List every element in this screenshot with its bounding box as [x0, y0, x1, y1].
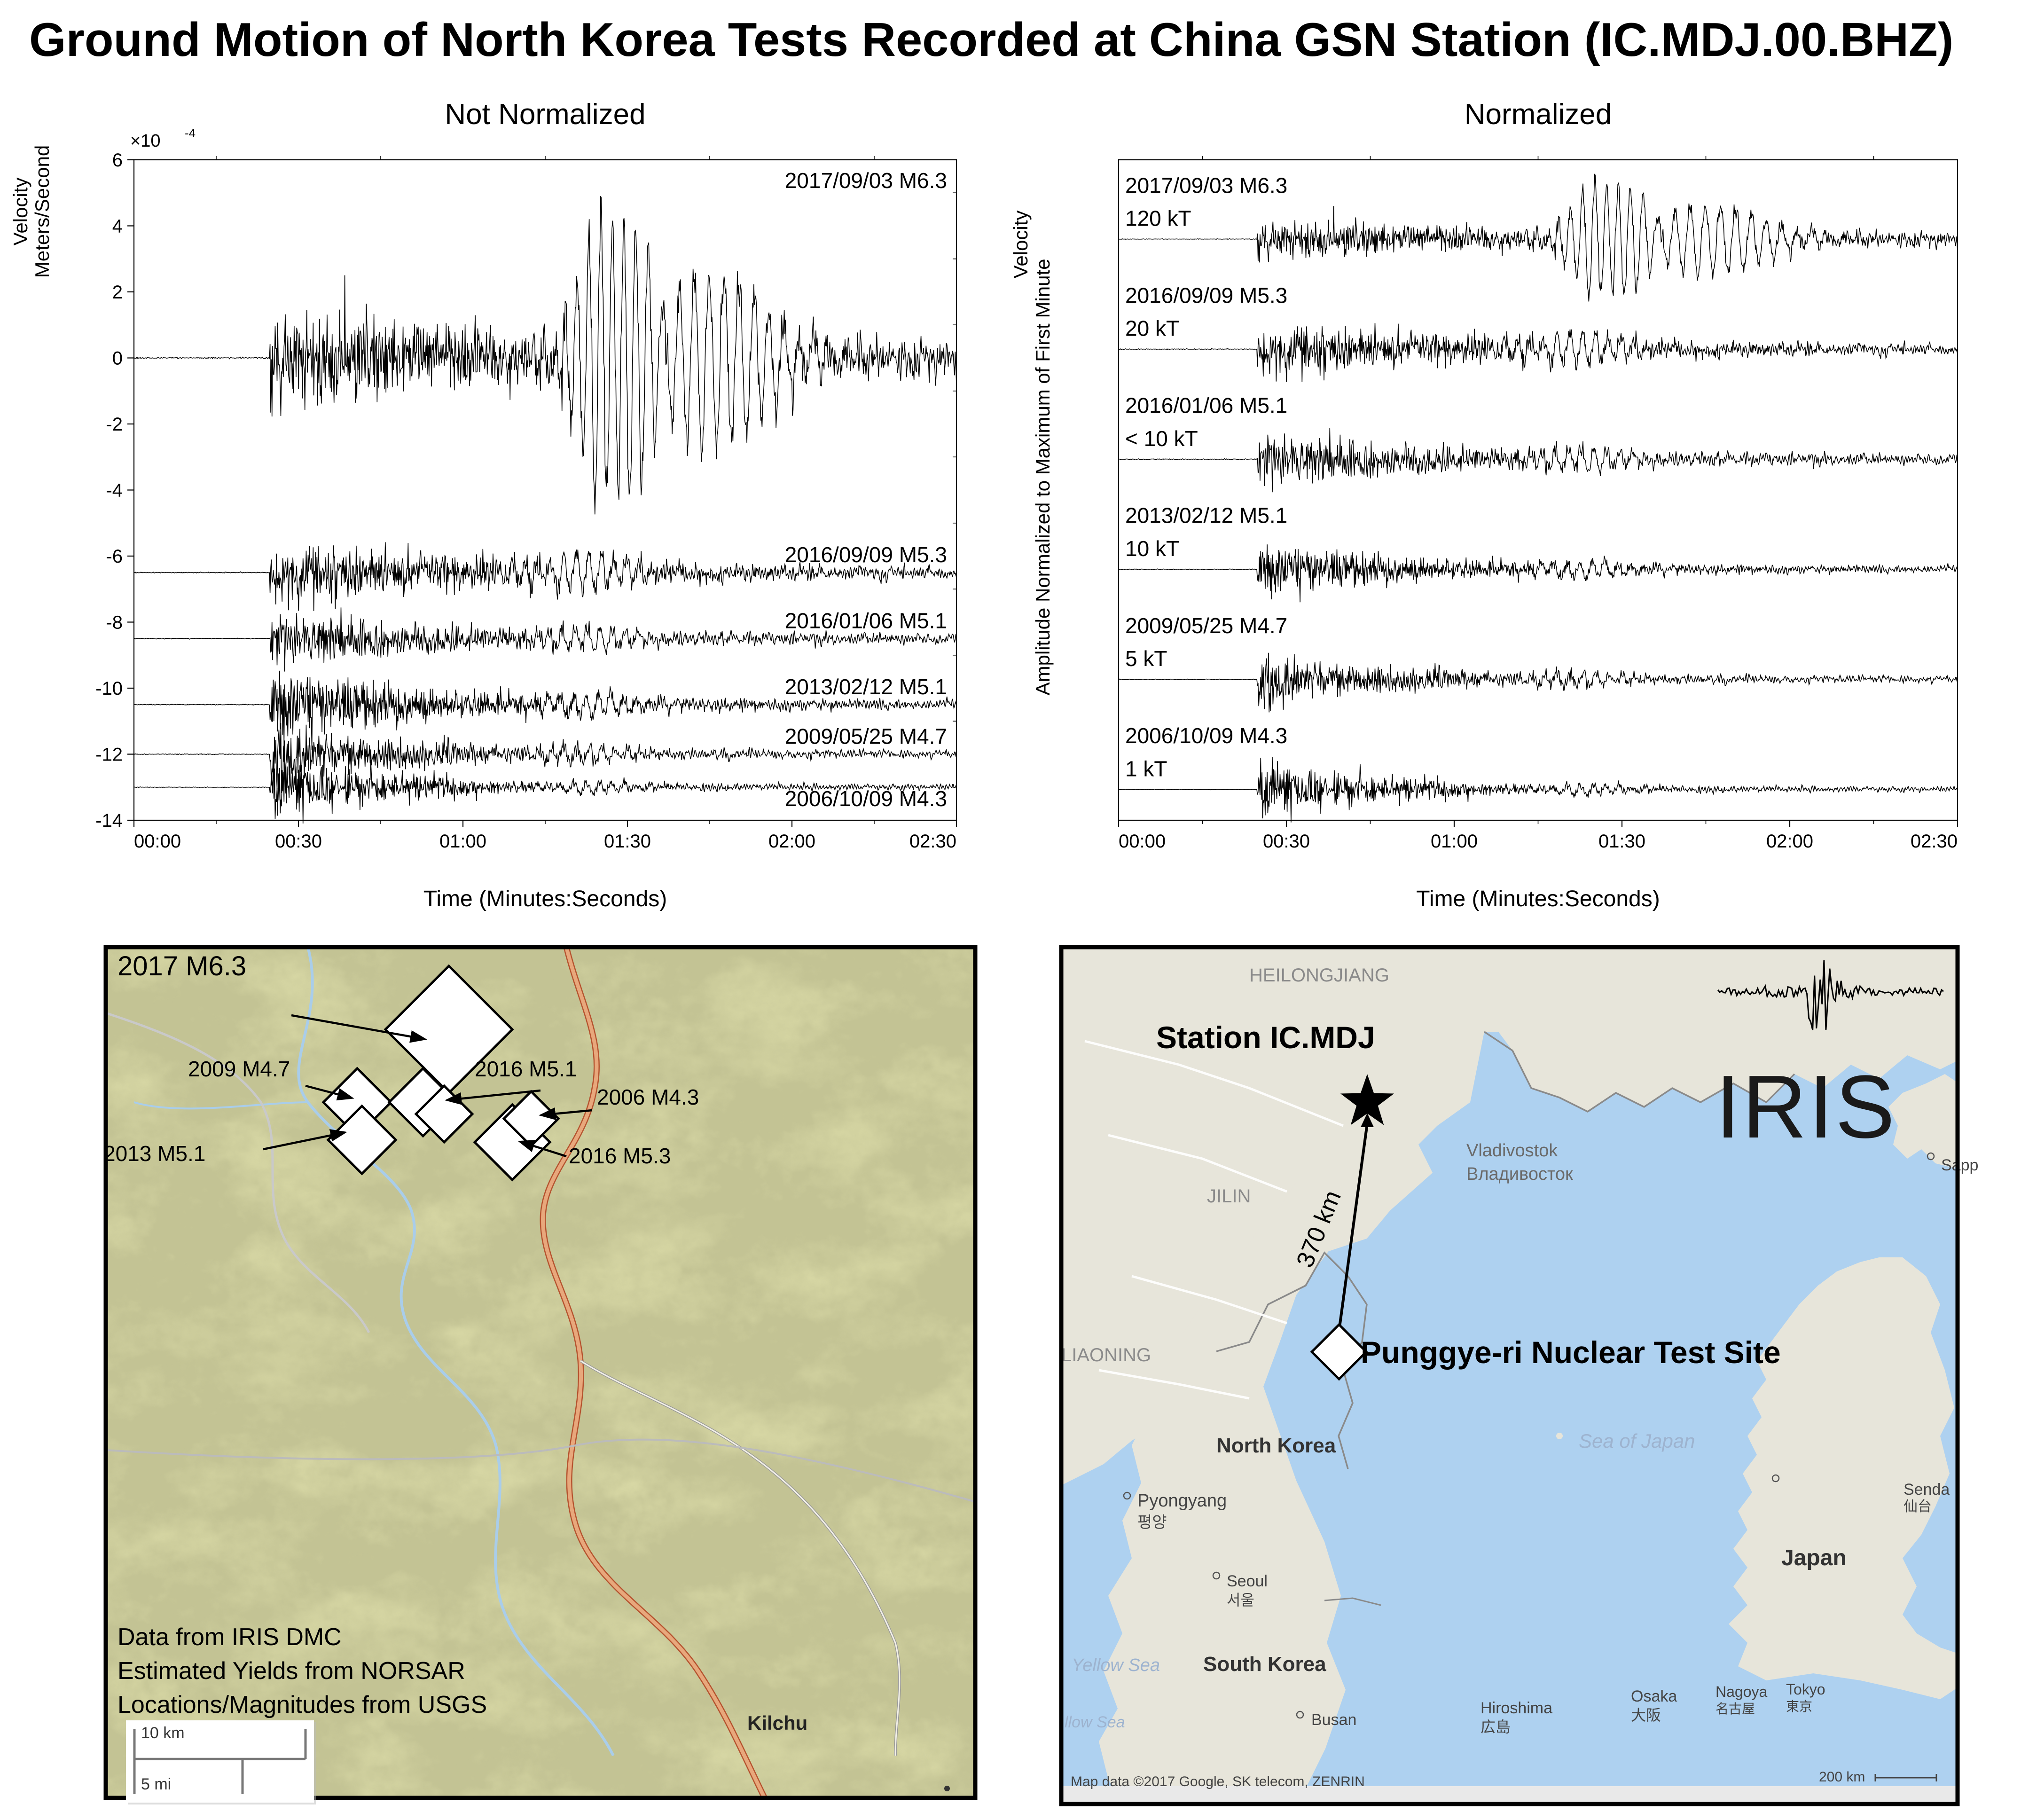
- svg-text:2013 M5.1: 2013 M5.1: [103, 1141, 205, 1166]
- svg-text:01:00: 01:00: [1431, 831, 1478, 852]
- svg-text:02:00: 02:00: [768, 831, 815, 852]
- svg-text:Japan: Japan: [1781, 1545, 1847, 1570]
- svg-text:Osaka: Osaka: [1631, 1687, 1677, 1705]
- svg-text:2: 2: [112, 282, 123, 303]
- svg-text:2009 M4.7: 2009 M4.7: [188, 1057, 290, 1081]
- svg-text:10 kT: 10 kT: [1125, 536, 1179, 561]
- svg-text:Estimated Yields from NORSAR: Estimated Yields from NORSAR: [118, 1657, 465, 1685]
- svg-text:2006/10/09 M4.3: 2006/10/09 M4.3: [1125, 723, 1287, 748]
- svg-text:2016 M5.1: 2016 M5.1: [475, 1057, 577, 1081]
- svg-text:IRIS: IRIS: [1716, 1057, 1897, 1157]
- svg-text:大阪: 大阪: [1631, 1707, 1661, 1724]
- svg-text:Hiroshima: Hiroshima: [1480, 1699, 1552, 1717]
- svg-text:South Korea: South Korea: [1203, 1653, 1326, 1676]
- svg-text:Station IC.MDJ: Station IC.MDJ: [1156, 1020, 1375, 1055]
- svg-text:広島: 広島: [1480, 1718, 1511, 1735]
- svg-text:02:00: 02:00: [1766, 831, 1813, 852]
- svg-text:Map data ©2017 Google, SK tele: Map data ©2017 Google, SK telecom, ZENRI…: [1071, 1774, 1365, 1789]
- svg-text:2013/02/12 M5.1: 2013/02/12 M5.1: [1125, 503, 1287, 528]
- svg-text:2017/09/03 M6.3: 2017/09/03 M6.3: [785, 168, 947, 193]
- svg-text:10 km: 10 km: [141, 1724, 185, 1742]
- svg-text:Tokyo: Tokyo: [1786, 1681, 1825, 1698]
- svg-text:名古屋: 名古屋: [1716, 1702, 1755, 1716]
- svg-text:00:30: 00:30: [1263, 831, 1310, 852]
- svg-text:-8: -8: [106, 612, 123, 633]
- svg-text:2009/05/25 M4.7: 2009/05/25 M4.7: [785, 724, 947, 749]
- svg-text:-6: -6: [106, 546, 123, 567]
- svg-text:-12: -12: [95, 745, 123, 765]
- svg-text:01:30: 01:30: [1598, 831, 1645, 852]
- svg-text:2013/02/12 M5.1: 2013/02/12 M5.1: [785, 675, 947, 699]
- svg-text:01:00: 01:00: [439, 831, 486, 852]
- svg-text:00:30: 00:30: [275, 831, 322, 852]
- svg-text:2016/01/06 M5.1: 2016/01/06 M5.1: [785, 609, 947, 633]
- svg-text:×10: ×10: [130, 131, 160, 151]
- svg-text:Busan: Busan: [1311, 1711, 1356, 1729]
- svg-text:< 10 kT: < 10 kT: [1125, 426, 1198, 451]
- svg-text:North Korea: North Korea: [1216, 1434, 1336, 1457]
- svg-text:Punggye-ri Nuclear Test Site: Punggye-ri Nuclear Test Site: [1361, 1335, 1781, 1370]
- svg-text:Seoul: Seoul: [1227, 1572, 1268, 1590]
- svg-text:0: 0: [112, 348, 123, 369]
- svg-text:평양: 평양: [1137, 1514, 1167, 1531]
- svg-text:Kilchu: Kilchu: [747, 1712, 807, 1734]
- svg-text:02:30: 02:30: [909, 831, 956, 852]
- svg-text:2016/09/09 M5.3: 2016/09/09 M5.3: [785, 542, 947, 567]
- svg-text:llow Sea: llow Sea: [1065, 1713, 1125, 1731]
- svg-text:Yellow Sea: Yellow Sea: [1072, 1655, 1160, 1675]
- svg-text:1 kT: 1 kT: [1125, 756, 1167, 781]
- svg-text:2016/01/06 M5.1: 2016/01/06 M5.1: [1125, 393, 1287, 418]
- svg-text:Владивосток: Владивосток: [1466, 1164, 1573, 1184]
- svg-text:2006/10/09 M4.3: 2006/10/09 M4.3: [785, 786, 947, 811]
- svg-text:HEILONGJIANG: HEILONGJIANG: [1249, 965, 1389, 986]
- svg-text:Senda: Senda: [1904, 1481, 1950, 1498]
- svg-text:2016/09/09 M5.3: 2016/09/09 M5.3: [1125, 283, 1287, 307]
- svg-text:2009/05/25 M4.7: 2009/05/25 M4.7: [1125, 613, 1287, 638]
- svg-text:-14: -14: [95, 810, 123, 831]
- svg-text:-4: -4: [106, 480, 123, 501]
- svg-text:200 km: 200 km: [1819, 1769, 1865, 1785]
- svg-text:Sapp: Sapp: [1941, 1156, 1978, 1174]
- svg-text:5 mi: 5 mi: [141, 1775, 171, 1793]
- svg-text:4: 4: [112, 216, 123, 237]
- svg-text:Pyongyang: Pyongyang: [1137, 1491, 1227, 1511]
- svg-text:-2: -2: [106, 414, 123, 435]
- svg-text:00:00: 00:00: [1119, 831, 1166, 852]
- svg-text:2017 M6.3: 2017 M6.3: [118, 951, 246, 981]
- svg-text:JILIN: JILIN: [1207, 1186, 1251, 1207]
- svg-text:01:30: 01:30: [604, 831, 651, 852]
- svg-text:-4: -4: [185, 126, 196, 140]
- svg-text:東京: 東京: [1786, 1699, 1812, 1714]
- svg-text:Vladivostok: Vladivostok: [1466, 1141, 1558, 1161]
- svg-text:6: 6: [112, 150, 123, 171]
- svg-text:서울: 서울: [1227, 1592, 1254, 1608]
- svg-text:2016 M5.3: 2016 M5.3: [569, 1144, 671, 1168]
- svg-text:Data from IRIS DMC: Data from IRIS DMC: [118, 1624, 342, 1651]
- svg-text:-10: -10: [95, 678, 123, 699]
- svg-text:LIAONING: LIAONING: [1061, 1345, 1151, 1365]
- svg-text:02:30: 02:30: [1911, 831, 1958, 852]
- svg-text:00:00: 00:00: [134, 831, 181, 852]
- svg-text:20 kT: 20 kT: [1125, 316, 1179, 341]
- svg-text:5 kT: 5 kT: [1125, 646, 1167, 671]
- svg-text:Sea of Japan: Sea of Japan: [1579, 1430, 1695, 1452]
- svg-text:120 kT: 120 kT: [1125, 206, 1191, 231]
- svg-text:2017/09/03 M6.3: 2017/09/03 M6.3: [1125, 173, 1287, 197]
- svg-text:仙台: 仙台: [1904, 1499, 1932, 1514]
- svg-text:2006 M4.3: 2006 M4.3: [597, 1085, 699, 1109]
- svg-text:Nagoya: Nagoya: [1716, 1683, 1768, 1700]
- svg-text:Locations/Magnitudes from USGS: Locations/Magnitudes from USGS: [118, 1691, 487, 1718]
